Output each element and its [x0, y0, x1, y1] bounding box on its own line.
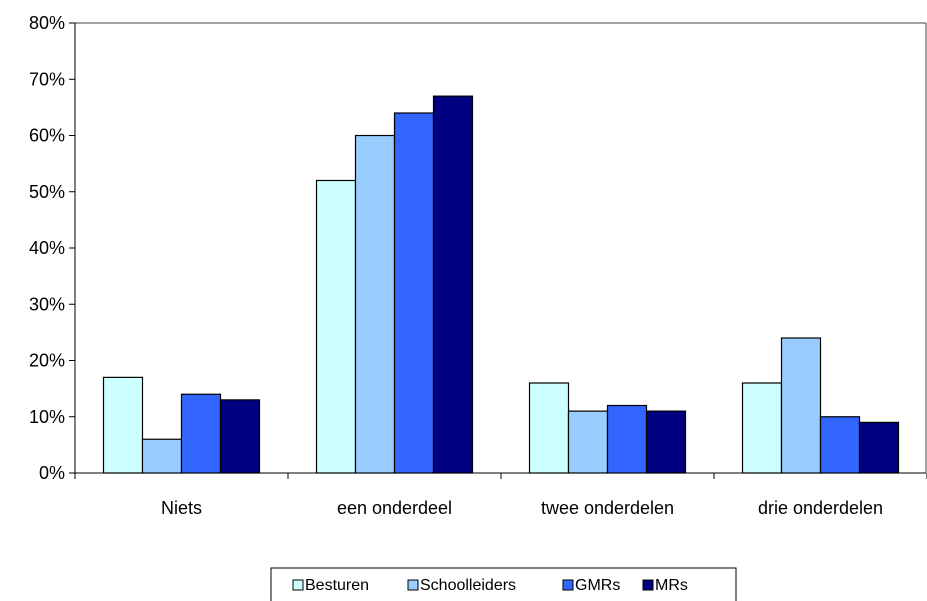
bar-besturen-2 — [528, 382, 570, 474]
y-tick-label: 20% — [29, 351, 65, 371]
bar-gmrs-3 — [819, 416, 861, 474]
bar-besturen-1 — [315, 179, 357, 474]
legend-swatch-mrs — [642, 579, 654, 591]
x-category-label: drie onderdelen — [758, 498, 883, 518]
bar-schoolleiders-3 — [780, 337, 822, 474]
legend-swatch-besturen — [292, 579, 304, 591]
bar-besturen-0 — [102, 376, 144, 474]
legend-label-gmrs: GMRs — [575, 577, 620, 594]
bar-gmrs-2 — [606, 404, 648, 474]
legend-label-schoolleiders: Schoolleiders — [420, 577, 516, 594]
bar-besturen-3 — [741, 382, 783, 474]
y-axis-ticks: 0% 10% 20% 30% 40% 50% 60% 70% 80% — [29, 13, 75, 483]
y-tick-label: 80% — [29, 13, 65, 33]
bar-gmrs-1 — [393, 112, 435, 474]
y-tick-label: 10% — [29, 407, 65, 427]
x-category-label: een onderdeel — [337, 498, 452, 518]
bar-mrs-2 — [645, 410, 687, 474]
bar-mrs-1 — [432, 95, 474, 474]
y-tick-label: 60% — [29, 126, 65, 146]
chart-bars — [102, 95, 900, 474]
y-tick-label: 40% — [29, 238, 65, 258]
y-tick-label: 50% — [29, 182, 65, 202]
legend-swatch-schoolleiders — [407, 579, 419, 591]
x-axis-labels: Niets een onderdeel twee onderdelen drie on… — [161, 498, 883, 518]
bar-schoolleiders-0 — [141, 438, 183, 474]
y-tick-label: 0% — [39, 463, 65, 483]
bar-schoolleiders-2 — [567, 410, 609, 474]
legend-box — [270, 567, 737, 601]
legend-label-besturen: Besturen — [305, 577, 369, 594]
bar-mrs-0 — [219, 399, 261, 474]
bar-schoolleiders-1 — [354, 134, 396, 474]
bar-gmrs-0 — [180, 393, 222, 474]
y-tick-label: 70% — [29, 69, 65, 89]
legend-label-mrs: MRs — [655, 577, 688, 594]
x-category-label: Niets — [161, 498, 202, 518]
chart-legend: Besturen Schoolleiders GMRs MRs — [270, 567, 737, 601]
x-category-label: twee onderdelen — [541, 498, 674, 518]
bar-mrs-3 — [858, 421, 900, 474]
y-tick-label: 30% — [29, 294, 65, 314]
legend-swatch-gmrs — [562, 579, 574, 591]
